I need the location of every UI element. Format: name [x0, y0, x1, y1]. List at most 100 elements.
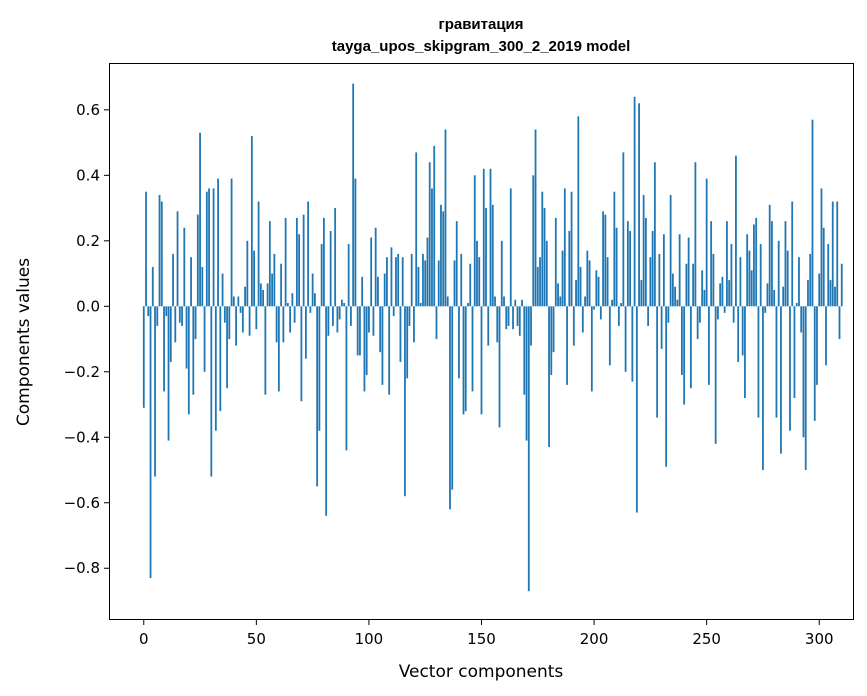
bar: [680, 306, 683, 376]
bar: [795, 303, 798, 307]
bar: [658, 253, 661, 307]
bar: [581, 306, 584, 333]
bar: [620, 303, 622, 307]
bar: [415, 152, 418, 307]
bar: [566, 306, 568, 385]
bar: [462, 306, 465, 415]
bar: [541, 191, 544, 307]
bar: [455, 221, 458, 307]
bar: [413, 306, 415, 343]
bar: [275, 306, 278, 343]
bar: [284, 217, 287, 307]
bar: [606, 257, 609, 307]
bar: [237, 296, 240, 307]
bar: [158, 194, 161, 307]
x-tick-label: 200: [580, 630, 609, 648]
bar: [525, 306, 528, 441]
bar: [507, 306, 510, 326]
bar: [712, 253, 715, 307]
bar: [370, 237, 373, 307]
bar: [388, 306, 391, 395]
bar: [273, 253, 276, 307]
bar: [350, 306, 352, 326]
bar: [687, 237, 690, 307]
bar: [503, 296, 505, 307]
bar: [800, 306, 803, 333]
bar: [347, 244, 350, 307]
bar: [728, 280, 731, 307]
bar: [241, 306, 244, 333]
bar: [741, 306, 744, 356]
bar: [304, 306, 307, 359]
bar: [575, 280, 577, 307]
bar: [381, 306, 384, 385]
y-tick-label: 0.2: [76, 232, 100, 250]
x-tick-label: 300: [805, 630, 834, 648]
bar: [608, 306, 611, 366]
bar: [217, 178, 219, 307]
bars-group: [142, 83, 843, 592]
bar: [205, 191, 208, 307]
bar: [424, 260, 427, 307]
bar: [838, 306, 841, 340]
bar: [338, 306, 341, 320]
bar: [212, 188, 215, 307]
bar: [289, 306, 292, 333]
bar: [169, 306, 172, 362]
y-tick-label: −0.4: [64, 428, 100, 446]
bar: [408, 306, 411, 326]
bar: [764, 306, 767, 313]
bar: [478, 257, 481, 307]
bar: [282, 306, 285, 343]
x-axis: 0 50 100 150 200 250 300: [139, 619, 834, 648]
y-tick-label: 0.0: [76, 297, 100, 315]
bar: [617, 306, 620, 326]
bar: [208, 188, 210, 307]
bar: [223, 306, 226, 323]
bar: [539, 257, 541, 307]
bar: [318, 306, 321, 431]
bar: [422, 253, 424, 307]
bar: [316, 306, 319, 487]
y-tick-label: −0.6: [64, 494, 100, 512]
bar: [291, 293, 294, 307]
bar: [595, 270, 598, 307]
bar: [163, 306, 165, 392]
bar: [185, 306, 188, 369]
bar: [753, 224, 755, 307]
bar: [309, 306, 312, 313]
chart-title: гравитация: [438, 16, 523, 33]
bar: [469, 263, 472, 307]
bar: [433, 145, 436, 307]
bar: [482, 168, 485, 307]
bar: [813, 306, 816, 421]
bar: [239, 306, 242, 313]
bar: [811, 119, 814, 307]
bar: [505, 306, 508, 330]
bar: [226, 306, 228, 389]
bar: [656, 306, 659, 418]
bar: [386, 257, 388, 307]
x-tick-label: 100: [355, 630, 384, 648]
bar: [831, 201, 834, 307]
bar: [230, 178, 233, 307]
y-tick-label: −0.2: [64, 363, 100, 381]
bar: [613, 191, 616, 307]
bar: [703, 289, 706, 307]
bar: [187, 306, 190, 415]
bar: [509, 188, 512, 307]
bar: [440, 204, 442, 307]
bar: [214, 306, 217, 431]
bar: [293, 306, 296, 323]
bar: [588, 260, 591, 307]
bar: [489, 168, 492, 307]
bar: [768, 204, 771, 307]
bar: [667, 306, 670, 323]
bar: [487, 306, 490, 346]
bar: [777, 240, 780, 307]
bar: [322, 217, 325, 307]
bar: [142, 306, 145, 408]
bar: [694, 162, 697, 307]
bar: [199, 132, 201, 307]
bar: [559, 296, 562, 307]
